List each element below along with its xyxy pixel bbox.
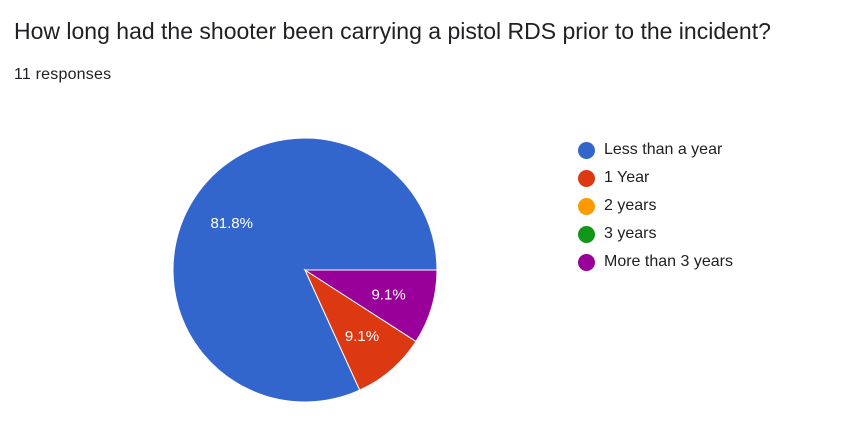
legend-swatch-icon: [578, 253, 595, 271]
legend-swatch-icon: [578, 169, 595, 187]
legend-item[interactable]: 2 years: [578, 192, 733, 220]
legend-item[interactable]: Less than a year: [578, 136, 733, 164]
pie-slice-more-than-3-years[interactable]: [303, 269, 438, 343]
legend-label: Less than a year: [604, 141, 723, 158]
legend-label: 2 years: [604, 197, 657, 214]
pie-slice-label: 9.1%: [345, 328, 379, 345]
pie-slices: [172, 137, 438, 403]
question-title: How long had the shooter been carrying a…: [14, 18, 771, 44]
legend-item[interactable]: More than 3 years: [578, 248, 733, 276]
legend-label: 3 years: [604, 225, 657, 242]
response-count: 11 responses: [14, 66, 112, 83]
legend-label: More than 3 years: [604, 253, 733, 270]
legend-swatch-icon: [578, 225, 595, 243]
chart-legend: Less than a year 1 Year 2 years 3 years More…: [578, 136, 733, 276]
legend-swatch-icon: [578, 197, 595, 215]
legend-item[interactable]: 1 Year: [578, 164, 733, 192]
legend-label: 1 Year: [604, 169, 650, 186]
legend-swatch-icon: [578, 141, 595, 159]
pie-slice-label: 81.8%: [210, 215, 253, 232]
pie-slice-less-than-a-year[interactable]: [172, 137, 438, 403]
pie-slice-labels: 81.8% 9.1% 9.1%: [210, 215, 405, 345]
legend-item[interactable]: 3 years: [578, 220, 733, 248]
pie-slice-label: 9.1%: [371, 287, 405, 304]
